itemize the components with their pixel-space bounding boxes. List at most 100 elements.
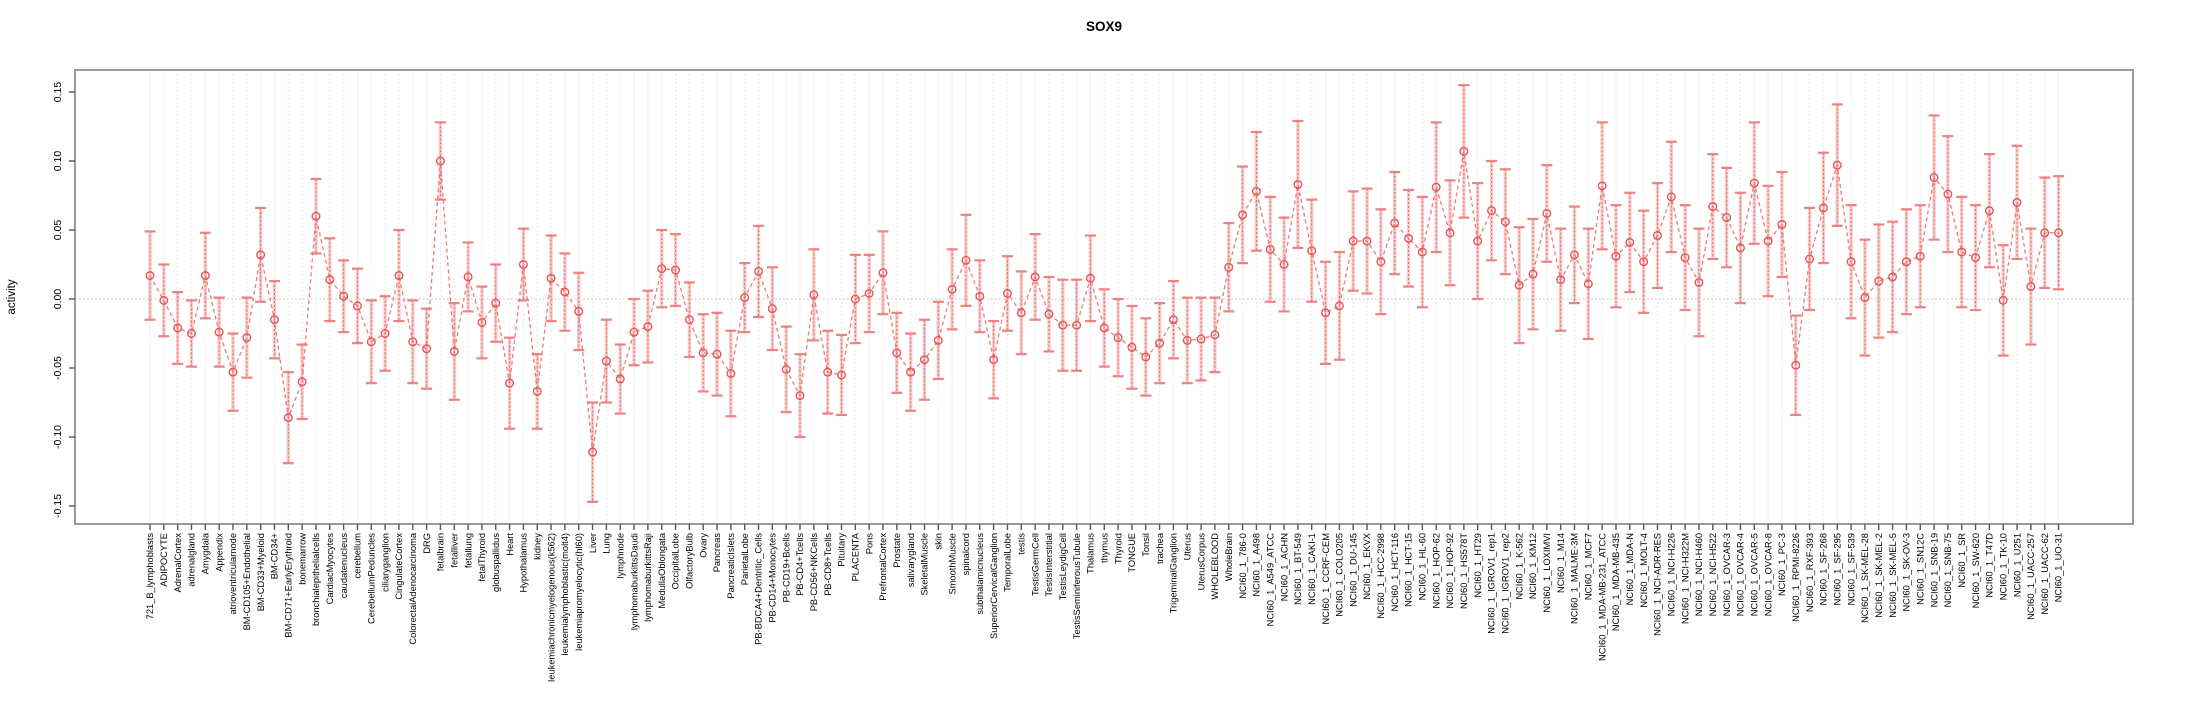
data-point — [1735, 243, 1745, 253]
data-point — [145, 271, 155, 281]
data-point — [352, 301, 362, 311]
x-tick-label: ParietalLobe — [740, 533, 750, 585]
data-point — [1805, 254, 1815, 264]
x-tick-label: NCI60_1_SW-620 — [1971, 533, 1981, 608]
x-tick-label: PLACENTA — [851, 532, 861, 581]
data-point — [214, 327, 224, 337]
x-tick-label: PB-BDCA4+Dentritic_Cells — [754, 533, 764, 645]
x-tick-label: Amygdala — [201, 532, 211, 574]
data-point — [2026, 282, 2036, 292]
x-tick-label: NCI60_1_EKVX — [1362, 533, 1372, 600]
data-point — [380, 329, 390, 339]
x-tick-label: NCI60_1_SK-MEL-5 — [1888, 533, 1898, 618]
data-point — [1749, 178, 1759, 188]
data-point — [1155, 338, 1165, 348]
x-tick-label: TestisInterstitial — [1044, 533, 1054, 597]
x-tick-label: PrefrontalCortex — [878, 533, 888, 601]
x-tick-label: Prostate — [892, 533, 902, 568]
data-point — [1431, 182, 1441, 192]
data-point — [989, 355, 999, 365]
data-point — [1971, 253, 1981, 263]
x-tick-label: NCI60_1_MALME-3M — [1570, 533, 1580, 624]
x-tick-label: CerebellumPeduncles — [366, 533, 376, 624]
x-tick-label: NCI60_1_MDA-N — [1625, 533, 1635, 605]
data-point — [1113, 333, 1123, 343]
x-tick-label: BM-CD33+Myeloid — [256, 533, 266, 611]
x-tick-label: NCI60_1_M14 — [1556, 533, 1566, 593]
x-tick-label: NCI60_1_HOP-92 — [1445, 533, 1455, 608]
x-tick-label: Thyroid — [1113, 533, 1123, 564]
data-point — [1210, 330, 1220, 340]
data-point — [1168, 315, 1178, 325]
x-tick-label: NCI60_1_UACC-257 — [2026, 533, 2036, 620]
data-point — [1293, 179, 1303, 189]
data-point — [629, 327, 639, 337]
data-point — [1514, 280, 1524, 290]
x-tick-label: NCI60_1_ACHN — [1279, 533, 1289, 601]
data-point — [1404, 233, 1414, 243]
data-point — [283, 413, 293, 423]
x-tick-label: NCI60_1_CAKI-1 — [1307, 533, 1317, 605]
data-point — [1611, 251, 1621, 261]
y-axis-label: activity — [6, 279, 18, 314]
data-point — [574, 306, 584, 316]
x-tick-label: NCI60_1_BT-549 — [1293, 533, 1303, 605]
x-tick-label: ADIPOCYTE — [159, 533, 169, 587]
data-point — [961, 255, 971, 265]
x-tick-label: NCI60_1_OVCAR-8 — [1763, 533, 1773, 616]
data-point — [1238, 210, 1248, 220]
data-point — [408, 337, 418, 347]
x-tick-label: CardiacMyocytes — [325, 533, 335, 605]
data-point — [726, 369, 736, 379]
data-point — [1085, 273, 1095, 283]
data-point — [449, 346, 459, 356]
x-tick-label: WholeBrain — [1224, 533, 1234, 581]
x-tick-label: PB-CD56+NKCells — [809, 533, 819, 612]
data-point — [1265, 244, 1275, 254]
data-point — [2054, 228, 2064, 238]
x-tick-label: MedullaOblongata — [657, 532, 667, 608]
data-point — [601, 356, 611, 366]
x-tick-label: NCI60_1_HL-60 — [1418, 533, 1428, 600]
data-point — [505, 378, 515, 388]
data-point — [767, 304, 777, 314]
x-tick-label: trachea — [1155, 532, 1165, 564]
data-point — [339, 291, 349, 301]
data-point — [1957, 247, 1967, 257]
x-tick-label: lymphomaburkittsDaudi — [629, 533, 639, 630]
data-point — [1777, 219, 1787, 229]
x-tick-label: NCI60_1_U251 — [2012, 533, 2022, 597]
x-tick-label: NCI60_1_NCI-H322M — [1680, 533, 1690, 624]
data-point — [297, 377, 307, 387]
x-tick-label: bonemarrow — [297, 533, 307, 585]
x-tick-label: 721_B_lymphoblasts — [145, 533, 155, 620]
data-point — [1030, 272, 1040, 282]
x-tick-label: PB-CD19+Bcells — [781, 533, 791, 603]
x-tick-label: NCI60_1_SNB-19 — [1929, 533, 1939, 607]
data-point — [1888, 272, 1898, 282]
x-tick-label: TestisGermCell — [1030, 533, 1040, 596]
data-point — [1680, 253, 1690, 263]
data-point — [1044, 309, 1054, 319]
x-tick-label: spinalcord — [961, 533, 971, 575]
data-point — [1099, 323, 1109, 333]
x-tick-label: NCI60_1_TK-10 — [1998, 533, 2008, 600]
data-point — [1072, 320, 1082, 330]
data-point — [1224, 262, 1234, 272]
x-tick-label: NCI60_1_SK-MEL-2 — [1874, 533, 1884, 618]
data-point — [754, 266, 764, 276]
data-point — [422, 344, 432, 354]
x-tick-label: TestisLeydigCell — [1058, 533, 1068, 600]
data-point — [919, 355, 929, 365]
x-tick-label: OlfactoryBulb — [685, 533, 695, 589]
x-tick-label: Appendix — [214, 533, 224, 572]
x-tick-label: CingulateCortex — [394, 533, 404, 600]
data-point — [1763, 236, 1773, 246]
x-tick-label: NCI60_1_COLO205 — [1335, 533, 1345, 617]
data-point — [532, 386, 542, 396]
x-tick-label: leukemiachronicmyelogenous(k562) — [546, 533, 556, 682]
data-point — [1417, 247, 1427, 257]
x-tick-label: NCI60_1_NCI-ADR-RES — [1653, 533, 1663, 636]
x-tick-label: DRG — [422, 533, 432, 554]
